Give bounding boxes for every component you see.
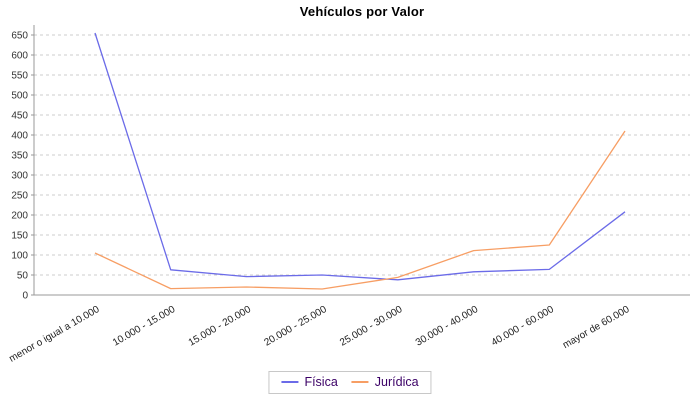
x-category-label: menor o igual a 10.000 — [7, 304, 101, 365]
y-tick-label: 250 — [11, 191, 28, 202]
y-tick-label: 150 — [11, 231, 28, 242]
chart-title: Vehículos por Valor — [299, 4, 425, 19]
y-tick-label: 400 — [11, 131, 28, 142]
series-line-fisica — [94, 32, 626, 281]
x-category-label: 20.000 - 25.000 — [262, 304, 329, 349]
y-tick-label: 550 — [11, 71, 28, 82]
x-category-label: 25.000 - 30.000 — [338, 304, 405, 349]
legend-label-fisica: Física — [304, 375, 338, 389]
y-tick-label: 350 — [11, 151, 28, 162]
legend-item-juridica: Jurídica — [351, 375, 419, 389]
y-tick-label: 450 — [11, 111, 28, 122]
legend-label-juridica: Jurídica — [374, 375, 419, 389]
x-category-label: 10.000 - 15.000 — [111, 304, 178, 349]
x-category-label: mayor de 60.000 — [561, 304, 632, 351]
y-tick-label: 200 — [11, 211, 28, 222]
series-line-juridica — [94, 130, 626, 290]
y-tick-label: 100 — [11, 251, 28, 262]
juridica-line-swatch-icon — [351, 381, 369, 383]
x-category-label: 40.000 - 60.000 — [490, 304, 557, 349]
y-tick-label: 0 — [22, 291, 28, 302]
y-tick-label: 300 — [11, 171, 28, 182]
y-tick-label: 650 — [11, 31, 28, 42]
legend-item-fisica: Física — [281, 375, 338, 389]
y-tick-label: 50 — [17, 271, 29, 282]
legend: Física Jurídica — [268, 371, 432, 394]
x-category-label: 30.000 - 40.000 — [414, 304, 481, 349]
y-tick-label: 600 — [11, 51, 28, 62]
fisica-line-swatch-icon — [281, 381, 299, 383]
x-category-label: 15.000 - 20.000 — [187, 304, 254, 349]
y-tick-label: 500 — [11, 91, 28, 102]
